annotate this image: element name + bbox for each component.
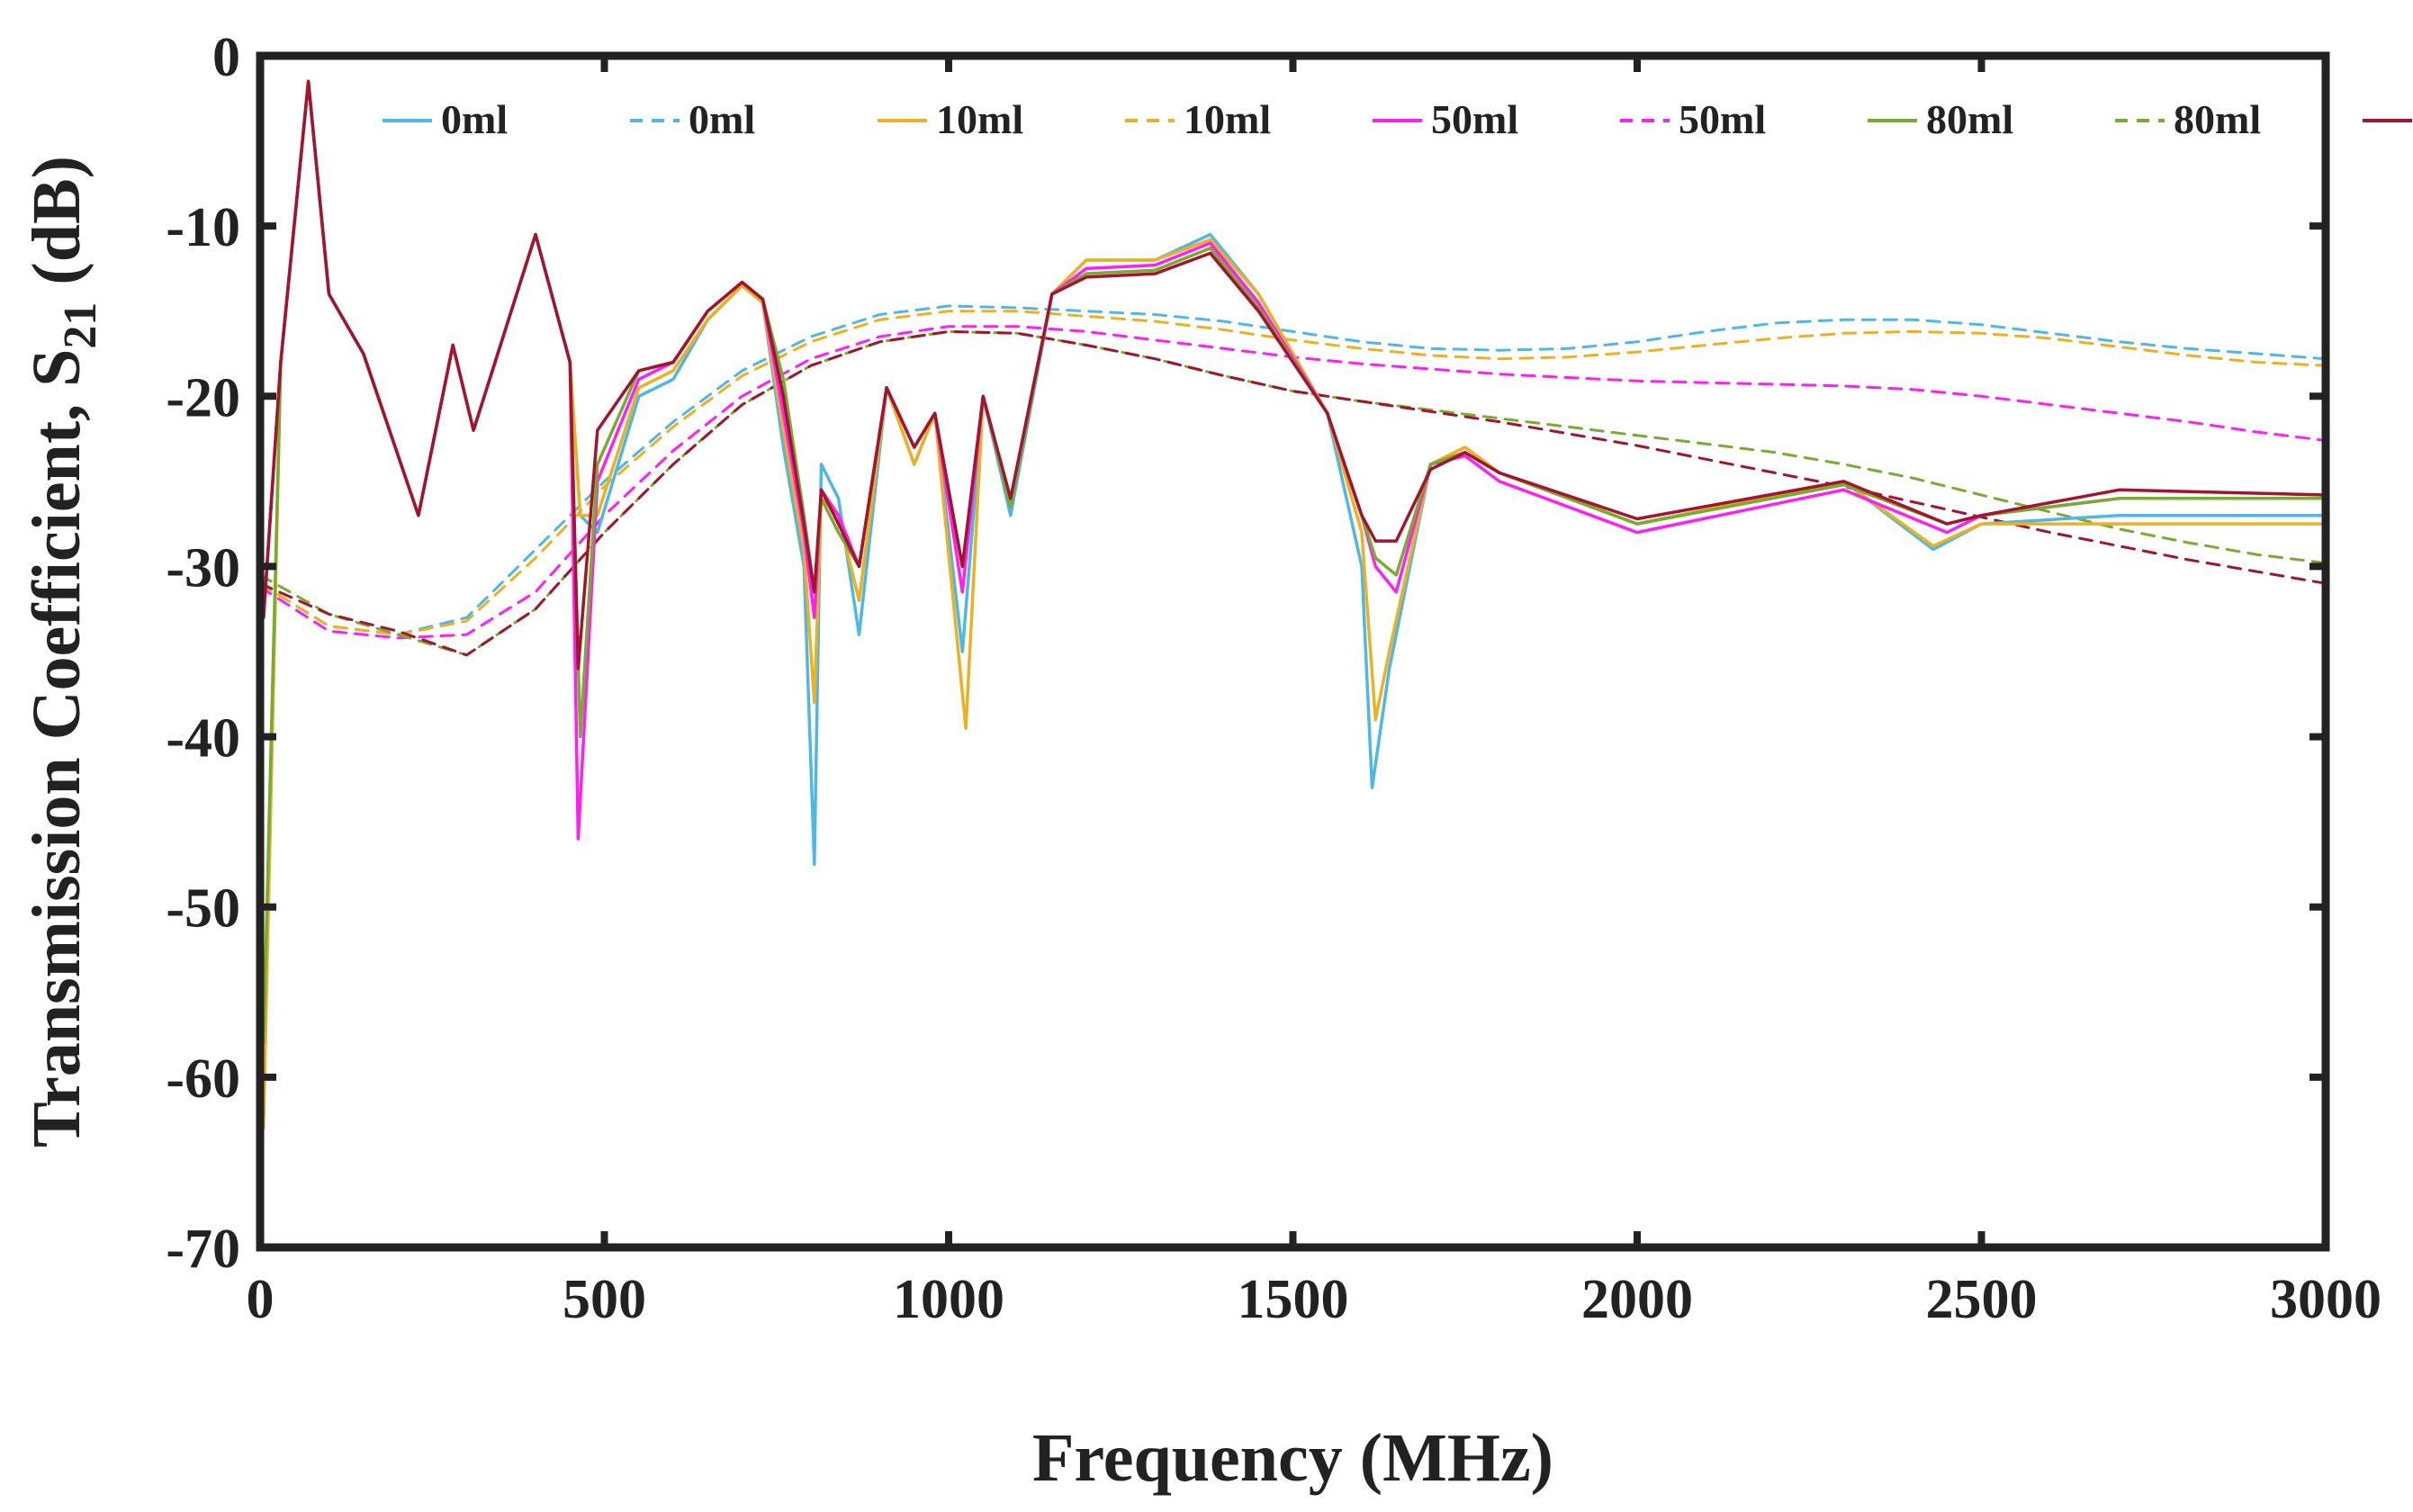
y-tick-label: -50 bbox=[166, 878, 240, 940]
legend: 0ml0ml10ml10ml50ml50ml80ml80ml100ml100ml bbox=[383, 96, 2412, 142]
legend-label: 0ml bbox=[441, 96, 508, 142]
y-tick-label: -40 bbox=[166, 708, 240, 770]
legend-label: 50ml bbox=[1679, 96, 1766, 142]
series-line-100ml-solid bbox=[262, 79, 2327, 670]
y-tick-label: -70 bbox=[166, 1219, 240, 1280]
legend-label: 50ml bbox=[1431, 96, 1518, 142]
legend-label: 10ml bbox=[1184, 96, 1271, 142]
y-tick-label: -30 bbox=[166, 537, 240, 598]
series-line-0ml-dashed bbox=[258, 304, 2327, 636]
x-axis-title: Frequency (MHz) bbox=[1032, 1420, 1553, 1496]
y-axis-title-main: Transmission Coefficient, S bbox=[19, 349, 95, 1148]
x-tick-label: 0 bbox=[247, 1269, 275, 1330]
y-axis-title-subscript: 21 bbox=[55, 302, 106, 349]
x-tick-label: 3000 bbox=[2270, 1269, 2381, 1330]
y-axis-title: Transmission Coefficient, S21 (dB) bbox=[19, 156, 106, 1148]
series-line-10ml-dashed bbox=[258, 310, 2327, 636]
series-line-80ml-dashed bbox=[258, 329, 2327, 657]
x-tick-label: 1500 bbox=[1238, 1269, 1349, 1330]
axis-tick-labels: 0 500 1000 1500 2000 2500 3000 0 -10 -20 -30 -40 -50… bbox=[166, 27, 2381, 1330]
plot-area-frame bbox=[256, 51, 2330, 1252]
axis-ticks bbox=[257, 52, 2329, 1251]
y-tick-label: -20 bbox=[166, 367, 240, 428]
legend-label: 10ml bbox=[936, 96, 1023, 142]
x-tick-label: 1000 bbox=[893, 1269, 1004, 1330]
legend-label: 80ml bbox=[1926, 96, 2013, 142]
y-tick-label: -60 bbox=[166, 1048, 240, 1110]
y-tick-label: -10 bbox=[166, 197, 240, 258]
series-layer bbox=[258, 79, 2327, 1130]
legend-label: 80ml bbox=[2174, 96, 2261, 142]
y-tick-label: 0 bbox=[212, 27, 240, 88]
x-tick-label: 2000 bbox=[1581, 1269, 1693, 1330]
x-tick-label: 500 bbox=[563, 1269, 646, 1330]
legend-label: 0ml bbox=[689, 96, 755, 142]
y-axis-title-unit: (dB) bbox=[19, 156, 95, 302]
x-tick-label: 2500 bbox=[1926, 1269, 2038, 1330]
